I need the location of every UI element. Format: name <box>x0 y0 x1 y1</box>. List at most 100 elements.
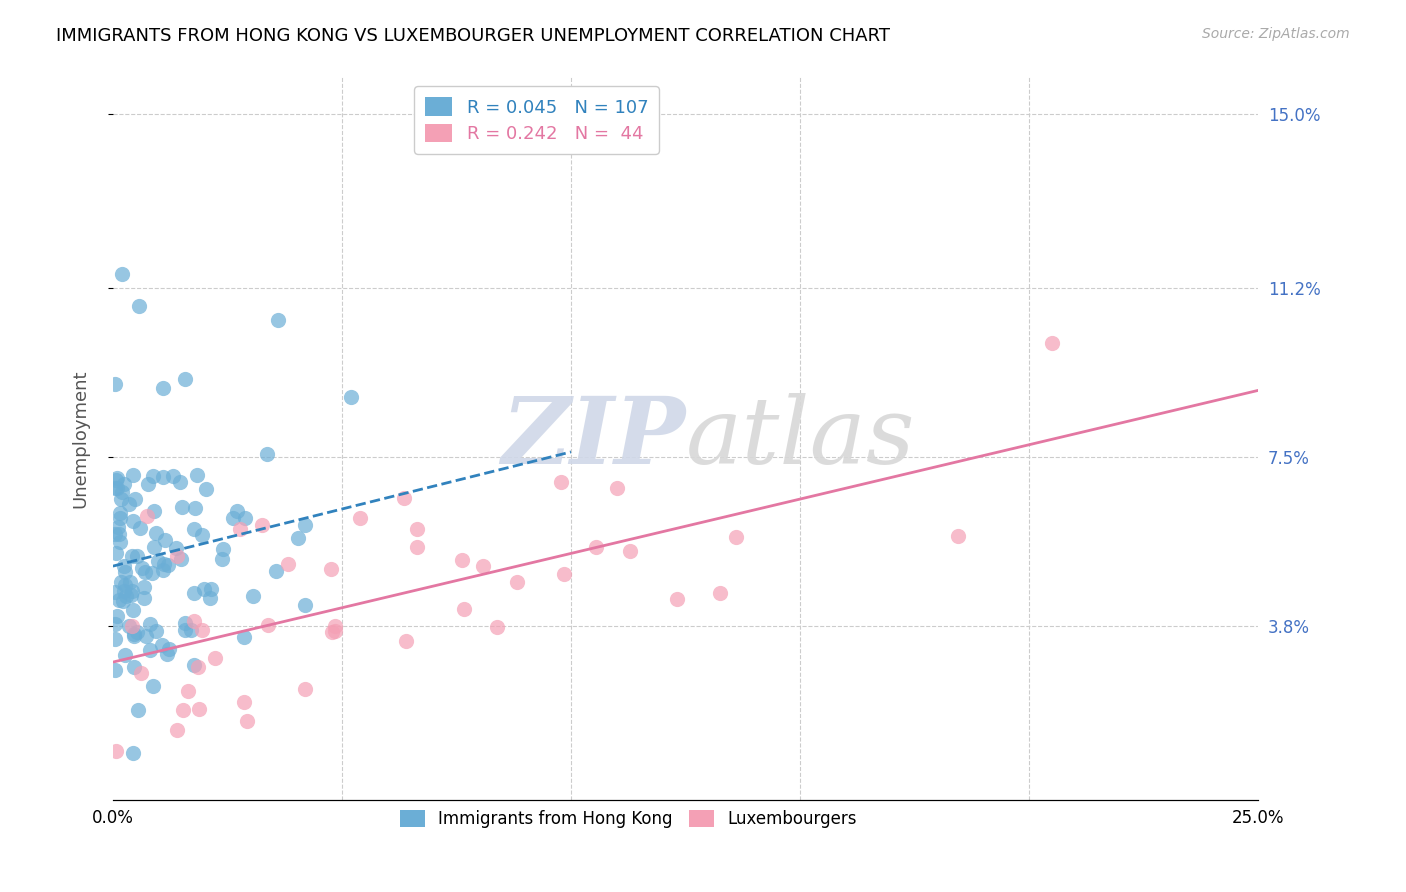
Point <box>145 525 167 540</box>
Point <box>112 584 135 599</box>
Point <box>108 506 131 520</box>
Point <box>183 522 205 536</box>
Point <box>194 483 217 497</box>
Point <box>395 633 418 648</box>
Point <box>122 467 145 482</box>
Point <box>104 632 127 646</box>
Point <box>235 714 257 728</box>
Point <box>183 657 205 672</box>
Point <box>131 561 153 575</box>
Point <box>188 702 211 716</box>
Point <box>169 552 191 566</box>
Text: ZIP: ZIP <box>502 393 686 483</box>
Point <box>725 530 748 544</box>
Point <box>135 509 157 524</box>
Point <box>233 696 256 710</box>
Point <box>104 527 127 541</box>
Point <box>104 585 127 599</box>
Point <box>152 381 174 395</box>
Point <box>153 557 176 571</box>
Point <box>132 591 155 606</box>
Point <box>121 746 143 760</box>
Point <box>129 665 152 680</box>
Text: Source: ZipAtlas.com: Source: ZipAtlas.com <box>1202 27 1350 41</box>
Point <box>585 540 607 554</box>
Point <box>405 540 427 554</box>
Point <box>180 624 202 638</box>
Point <box>172 703 194 717</box>
Point <box>321 625 343 640</box>
Point <box>121 618 143 632</box>
Point <box>186 467 208 482</box>
Point <box>104 744 127 758</box>
Point <box>187 660 209 674</box>
Point <box>120 589 142 603</box>
Point <box>200 582 222 596</box>
Point <box>177 683 200 698</box>
Point <box>121 583 143 598</box>
Point <box>111 267 134 281</box>
Point <box>104 481 127 495</box>
Point <box>266 564 288 578</box>
Point <box>225 504 247 518</box>
Point <box>170 500 193 514</box>
Point <box>121 603 143 617</box>
Point <box>105 481 128 495</box>
Point <box>152 563 174 577</box>
Point <box>553 567 575 582</box>
Point <box>155 648 177 662</box>
Point <box>191 528 214 542</box>
Point <box>124 630 146 644</box>
Point <box>166 549 188 564</box>
Point <box>111 484 134 499</box>
Point <box>139 616 162 631</box>
Point <box>340 390 363 404</box>
Point <box>233 511 256 525</box>
Point <box>150 638 173 652</box>
Point <box>256 617 278 632</box>
Point <box>104 617 127 632</box>
Point <box>486 619 509 633</box>
Point <box>114 578 136 592</box>
Point <box>606 481 628 495</box>
Point <box>451 553 474 567</box>
Point <box>124 626 146 640</box>
Point <box>294 517 316 532</box>
Point <box>183 586 205 600</box>
Point <box>104 376 127 391</box>
Point <box>267 312 290 326</box>
Point <box>110 575 132 590</box>
Point <box>141 566 163 581</box>
Point <box>946 529 969 543</box>
Point <box>323 619 346 633</box>
Point <box>166 723 188 738</box>
Point <box>141 679 163 693</box>
Point <box>453 601 475 615</box>
Point <box>108 527 131 541</box>
Point <box>173 624 195 638</box>
Point <box>277 558 299 572</box>
Point <box>117 497 139 511</box>
Point <box>349 510 371 524</box>
Point <box>193 582 215 596</box>
Point <box>114 566 136 580</box>
Point <box>136 477 159 491</box>
Point <box>550 475 572 490</box>
Point <box>184 500 207 515</box>
Point <box>392 491 415 506</box>
Text: atlas: atlas <box>686 393 915 483</box>
Point <box>506 574 529 589</box>
Point <box>114 648 136 662</box>
Point <box>112 476 135 491</box>
Point <box>198 591 221 605</box>
Point <box>162 469 184 483</box>
Point <box>132 581 155 595</box>
Point <box>1040 335 1063 350</box>
Point <box>211 552 233 566</box>
Legend: Immigrants from Hong Kong, Luxembourgers: Immigrants from Hong Kong, Luxembourgers <box>392 803 863 835</box>
Point <box>128 299 150 313</box>
Point <box>204 650 226 665</box>
Point <box>619 544 641 558</box>
Point <box>107 593 129 607</box>
Point <box>212 542 235 557</box>
